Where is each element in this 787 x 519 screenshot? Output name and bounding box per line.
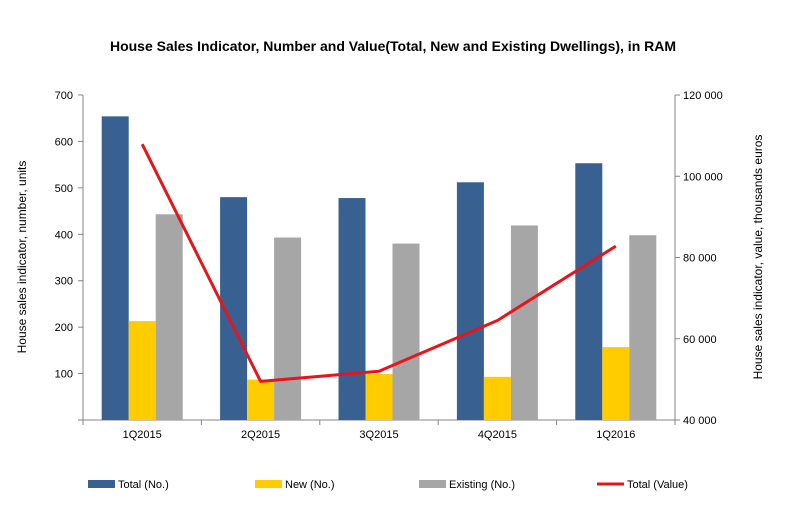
chart-title: House Sales Indicator, Number and Value(… (110, 38, 676, 54)
bar-total-no (101, 116, 129, 420)
bar-existing-no (392, 243, 420, 420)
y-tick-right-label: 120 000 (683, 90, 723, 102)
bar-existing-no (629, 235, 657, 420)
legend-label: Existing (No.) (449, 479, 515, 491)
y-tick-left-label: 100 (55, 369, 73, 381)
bar-total-no (575, 163, 603, 420)
legend-swatch (255, 480, 282, 488)
bar-total-no (456, 182, 484, 420)
y-tick-left-label: 300 (55, 276, 73, 288)
line-total-value (140, 143, 617, 383)
bar-new-no (483, 376, 511, 420)
bar-total-no (338, 198, 366, 420)
bar-new-no (602, 347, 630, 420)
bar-new-no (247, 379, 275, 420)
y-tick-right-label: 60 000 (683, 334, 717, 346)
y-tick-right-label: 40 000 (683, 415, 717, 427)
legend-swatch (88, 480, 115, 488)
x-tick-label: 1Q2015 (123, 429, 162, 441)
y-tick-left-label: 600 (55, 136, 73, 148)
y-tick-left-label: 700 (55, 90, 73, 102)
y-tick-left-label: 500 (55, 183, 73, 195)
bar-existing-no (155, 214, 183, 420)
y-tick-left-label: 200 (55, 322, 73, 334)
plot-area: 700 600 500 400 300 200 100 120 000 100 000 80 00… (55, 90, 723, 441)
bar-existing-no (510, 225, 538, 420)
y-tick-right-label: 100 000 (683, 171, 723, 183)
bar-new-no (128, 321, 156, 420)
legend-label: Total (No.) (118, 479, 169, 491)
legend-swatch (419, 480, 446, 488)
legend: Total (No.) New (No.) Existing (No.) Total … (88, 479, 688, 491)
legend-label: New (No.) (285, 479, 335, 491)
y-axis-right-label: House sales indicator, value, thousands … (751, 135, 765, 380)
y-tick-left-label: 400 (55, 229, 73, 241)
bar-existing-no (274, 237, 302, 420)
x-tick-label: 1Q2016 (596, 429, 635, 441)
x-tick-label: 2Q2015 (241, 429, 280, 441)
bar-new-no (365, 374, 393, 420)
x-tick-label: 3Q2015 (359, 429, 398, 441)
x-tick-label: 4Q2015 (478, 429, 517, 441)
legend-label: Total (Value) (627, 479, 688, 491)
y-axis-left-label: House sales indicator, number, units (15, 161, 29, 354)
y-tick-right-label: 80 000 (683, 253, 717, 265)
